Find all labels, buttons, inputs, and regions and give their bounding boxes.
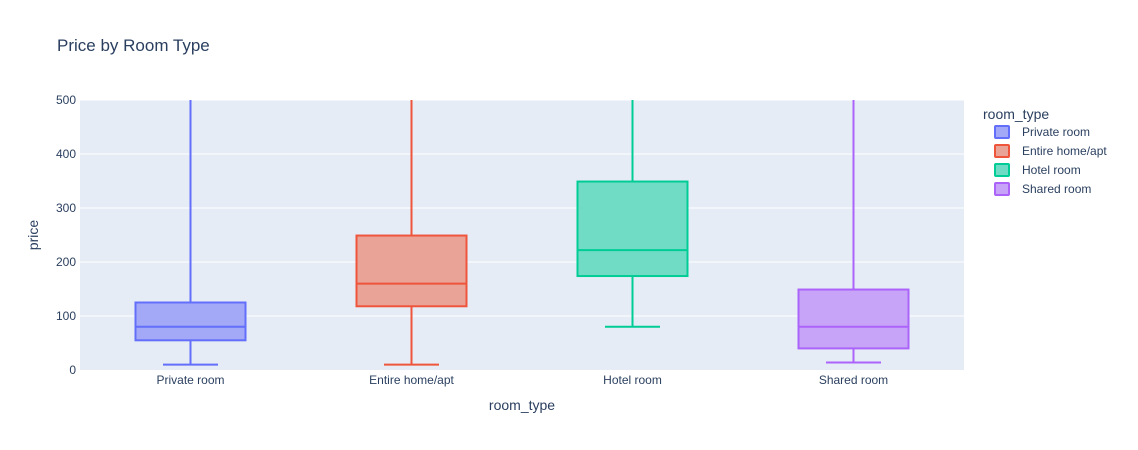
x-tick-label: Hotel room xyxy=(603,373,662,387)
box-1 xyxy=(355,100,468,366)
y-tick-label: 200 xyxy=(56,255,76,269)
iqr-box xyxy=(355,234,468,308)
y-tick-label: 500 xyxy=(56,93,76,107)
iqr-box xyxy=(576,180,689,278)
legend-swatch xyxy=(994,125,1010,139)
y-tick-label: 300 xyxy=(56,201,76,215)
legend-label: Shared room xyxy=(1022,182,1091,196)
y-axis-ticks: 0 100 200 300 400 500 xyxy=(56,93,76,377)
legend-swatch xyxy=(994,163,1010,177)
box-2 xyxy=(576,100,689,328)
iqr-box xyxy=(134,301,247,342)
x-axis-title: room_type xyxy=(489,397,555,413)
legend: room_type Private room Entire home/apt Hot… xyxy=(983,106,1107,196)
legend-label: Entire home/apt xyxy=(1022,144,1107,158)
x-axis-ticks: Private room Entire home/apt Hotel room Sha… xyxy=(156,373,888,387)
y-axis-title: price xyxy=(25,220,41,251)
x-tick-label: Private room xyxy=(156,373,224,387)
iqr-box xyxy=(797,288,910,350)
chart-title: Price by Room Type xyxy=(57,36,210,55)
y-tick-label: 100 xyxy=(56,309,76,323)
legend-label: Private room xyxy=(1022,125,1090,139)
box-3 xyxy=(797,100,910,364)
boxes xyxy=(134,100,910,366)
legend-label: Hotel room xyxy=(1022,163,1081,177)
legend-swatch xyxy=(994,182,1010,196)
legend-item[interactable]: Entire home/apt xyxy=(994,144,1107,158)
x-tick-label: Shared room xyxy=(819,373,888,387)
y-tick-label: 0 xyxy=(69,363,76,377)
legend-item[interactable]: Private room xyxy=(994,125,1090,139)
y-tick-label: 400 xyxy=(56,147,76,161)
legend-swatch xyxy=(994,144,1010,158)
legend-title: room_type xyxy=(983,106,1049,122)
legend-item[interactable]: Shared room xyxy=(994,182,1091,196)
box-0 xyxy=(134,100,247,366)
legend-item[interactable]: Hotel room xyxy=(994,163,1081,177)
x-tick-label: Entire home/apt xyxy=(369,373,454,387)
